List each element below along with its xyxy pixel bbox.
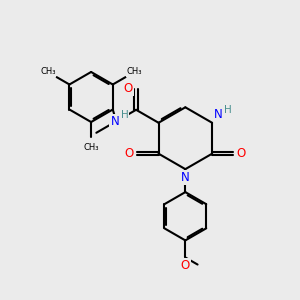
Text: N: N [110,116,119,128]
Text: N: N [214,108,223,121]
Text: O: O [124,82,133,95]
Text: H: H [121,110,128,120]
Text: O: O [181,259,190,272]
Text: H: H [224,105,232,116]
Text: CH₃: CH₃ [83,142,99,152]
Text: O: O [125,147,134,160]
Text: CH₃: CH₃ [40,68,56,76]
Text: N: N [181,171,190,184]
Text: CH₃: CH₃ [127,68,142,76]
Text: O: O [237,147,246,160]
